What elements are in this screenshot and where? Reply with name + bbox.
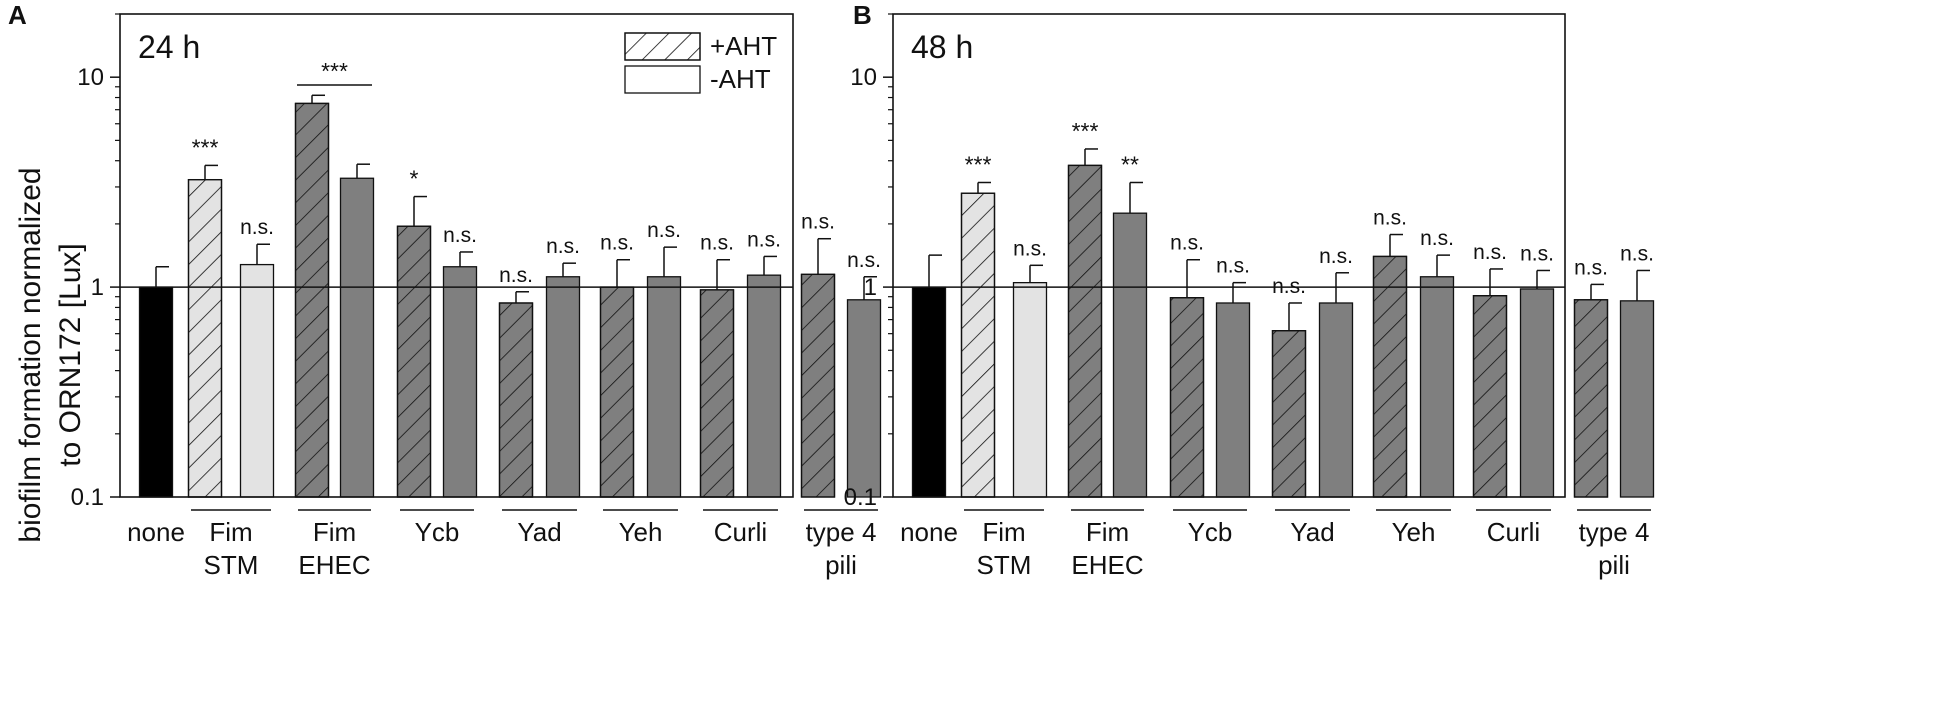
panel-letter: A [8,0,27,30]
y-axis-label-line2: to ORN172 [Lux] [54,243,87,466]
bar-hatch [1472,295,1508,498]
bar-hatch [1372,255,1408,498]
bar [646,276,682,498]
group-label: type 4 [1579,517,1650,547]
significance-label: n.s. [240,216,274,239]
group-label: Fim [313,517,356,547]
significance-label: n.s. [1013,237,1047,260]
group-label: pili [825,550,857,580]
bar [339,177,375,498]
bar [1318,302,1354,498]
significance-label: n.s. [1473,241,1507,264]
group-label: STM [977,550,1032,580]
significance-label: n.s. [801,211,835,234]
group-label: type 4 [806,517,877,547]
plot-frame [892,13,1566,498]
group-label: none [900,517,958,547]
group-label: Yeh [1392,517,1436,547]
group-label: Curli [714,517,767,547]
bar-hatch [187,178,223,498]
significance-label: n.s. [1216,255,1250,278]
y-tick-label: 10 [77,64,104,91]
y-axis-label-line1: biofilm formation normalized [14,167,47,542]
legend-label: +AHT [710,31,777,61]
bar-hatch [599,286,635,498]
plot-frame [119,13,794,498]
bar-hatch [1271,330,1307,498]
significance-label: *** [1072,118,1099,144]
panel-a-24h: A 24 h 0.1 1 10 *** n.s. * n.s. n.s. n.s. n.s. n.s. n… [8,0,882,580]
significance-label: * [410,166,419,192]
group-label: Fim [982,517,1025,547]
legend-swatch-hatch [624,32,701,61]
group-label: Fim [209,517,252,547]
bar-hatch [294,102,330,498]
bar-hatch [800,273,836,498]
bar [1112,212,1148,498]
bar-hatch [960,192,996,498]
significance-label: n.s. [1520,242,1554,265]
significance-label: n.s. [1319,245,1353,268]
group-label: none [127,517,185,547]
bracket-label: *** [321,58,348,84]
bar [1519,288,1555,498]
group-label: Ycb [415,517,460,547]
significance-label: n.s. [443,224,477,247]
significance-label: n.s. [747,228,781,251]
bar [545,276,581,498]
y-tick-label: 1 [864,274,877,301]
bar [1012,281,1048,498]
bar [1419,276,1455,498]
group-label: EHEC [1071,550,1143,580]
bar [138,286,174,498]
bar [1215,302,1251,498]
legend-swatch [624,65,701,94]
group-label: Ycb [1188,517,1233,547]
y-tick-label: 10 [850,64,877,91]
significance-label: ** [1121,151,1139,177]
bar [846,299,882,498]
panel-b-48h: B48 h0.1110***n.s.*****n.s.n.s.n.s.n.s.n… [844,0,1655,580]
significance-label: n.s. [546,235,580,258]
group-label: Yad [1290,517,1334,547]
panel-title: 48 h [911,29,973,65]
bar-hatch [498,302,534,498]
bar-hatch [396,225,432,498]
significance-label: n.s. [600,232,634,255]
bar [442,266,478,498]
bar-hatch [1067,164,1103,498]
significance-label: *** [192,134,219,160]
bar-hatch [1169,297,1205,498]
significance-label: n.s. [1620,242,1654,265]
y-tick-label: 0.1 [71,484,104,511]
bar-hatch [699,289,735,498]
group-label: Curli [1487,517,1540,547]
legend-label: -AHT [710,64,771,94]
significance-label: *** [965,151,992,177]
y-tick-label: 1 [91,274,104,301]
significance-label: n.s. [1420,227,1454,250]
bar [1619,300,1655,498]
group-label: Yad [517,517,561,547]
panel-title: 24 h [138,29,200,65]
group-label: EHEC [298,550,370,580]
significance-label: n.s. [847,249,881,272]
bar [911,286,947,498]
significance-label: n.s. [1574,256,1608,279]
significance-label: n.s. [499,264,533,287]
significance-label: n.s. [647,219,681,242]
group-label: STM [204,550,259,580]
panel-letter: B [853,0,872,30]
bar-hatch [1573,299,1609,498]
significance-label: n.s. [700,232,734,255]
bar [239,263,275,498]
y-tick-label: 0.1 [844,484,877,511]
group-label: Fim [1086,517,1129,547]
group-label: pili [1598,550,1630,580]
bar [746,274,782,498]
group-label: Yeh [619,517,663,547]
significance-label: n.s. [1373,207,1407,230]
significance-label: n.s. [1170,232,1204,255]
